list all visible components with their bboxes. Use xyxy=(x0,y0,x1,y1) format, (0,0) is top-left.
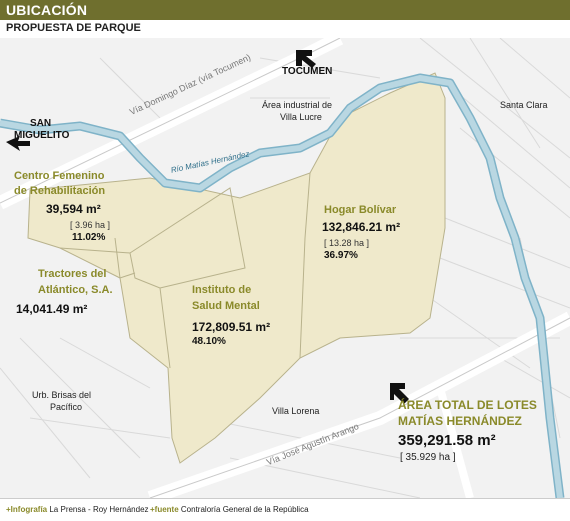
total-area: 359,291.58 m² xyxy=(398,432,496,449)
title-band xyxy=(0,0,570,20)
header: UBICACIÓN PROPUESTA DE PARQUE xyxy=(0,0,570,39)
lot-centro-name-line1: Centro Femenino xyxy=(14,170,105,182)
total-area-arrow-icon xyxy=(390,383,409,404)
total-ha: [ 35.929 ha ] xyxy=(400,452,456,463)
footer-fuente-label: fuente xyxy=(154,505,179,514)
lot-tractores-name-line2: Atlántico, S.A. xyxy=(38,284,113,296)
place-label-san-miguelito-line2: MIGUELITO xyxy=(14,130,70,141)
total-label-line1: ÁREA TOTAL DE LOTES xyxy=(398,398,537,412)
san-miguelito-arrow-icon xyxy=(6,136,30,151)
footer: +Infografía La Prensa - Roy Hernández +f… xyxy=(0,498,570,521)
lot-boundaries xyxy=(59,172,311,369)
place-label-area-industrial-line1: Área industrial de xyxy=(262,100,333,110)
lot-tractores-name-line1: Tractores del xyxy=(38,268,107,280)
place-label-area-industrial-line2: Villa Lucre xyxy=(280,112,322,122)
lot-hogar-pct: 36.97% xyxy=(324,250,358,261)
lot-centro-ha: [ 3.96 ha ] xyxy=(70,220,111,230)
map-canvas xyxy=(0,38,570,498)
footer-infografia-value: La Prensa - Roy Hernández xyxy=(49,505,149,514)
footer-infografia-label: Infografía xyxy=(10,505,48,514)
header-subtitle: PROPUESTA DE PARQUE xyxy=(6,22,141,34)
river xyxy=(0,75,563,498)
map: Vía Domingo Díaz (vía Tocumen) Vía José … xyxy=(0,38,570,498)
lot-centro-name-line2: de Rehabilitación xyxy=(14,185,106,197)
place-label-brisas-line1: Urb. Brisas del xyxy=(32,390,92,400)
lot-hogar-name: Hogar Bolívar xyxy=(324,204,397,216)
place-label-villa-lorena: Villa Lorena xyxy=(272,406,320,416)
tocumen-arrow-icon xyxy=(296,50,316,68)
lot-hogar-area: 132,846.21 m² xyxy=(322,220,401,234)
lot-instituto-name-line1: Instituto de xyxy=(192,284,252,296)
header-title: UBICACIÓN xyxy=(6,2,88,18)
lot-instituto-name-line2: Salud Mental xyxy=(192,300,260,312)
lot-tractores-area: 14,041.49 m² xyxy=(16,302,88,316)
place-label-santa-clara: Santa Clara xyxy=(500,100,548,110)
total-label-line2: MATÍAS HERNÁNDEZ xyxy=(398,414,522,428)
lot-centro-area: 39,594 m² xyxy=(46,202,101,216)
lot-instituto-pct: 48.10% xyxy=(192,336,226,347)
place-label-brisas-line2: Pacífico xyxy=(50,402,83,412)
footer-source: +fuente Contraloría General de la Repúbl… xyxy=(150,505,309,514)
lot-instituto-area: 172,809.51 m² xyxy=(192,320,271,334)
place-label-tocumen: TOCUMEN xyxy=(282,66,333,77)
footer-fuente-value: Contraloría General de la República xyxy=(180,505,309,514)
lot-hogar-ha: [ 13.28 ha ] xyxy=(324,238,370,248)
footer-credit: +Infografía La Prensa - Roy Hernández xyxy=(6,505,149,514)
lot-centro-pct: 11.02% xyxy=(72,232,106,243)
place-label-san-miguelito-line1: SAN xyxy=(30,118,52,129)
